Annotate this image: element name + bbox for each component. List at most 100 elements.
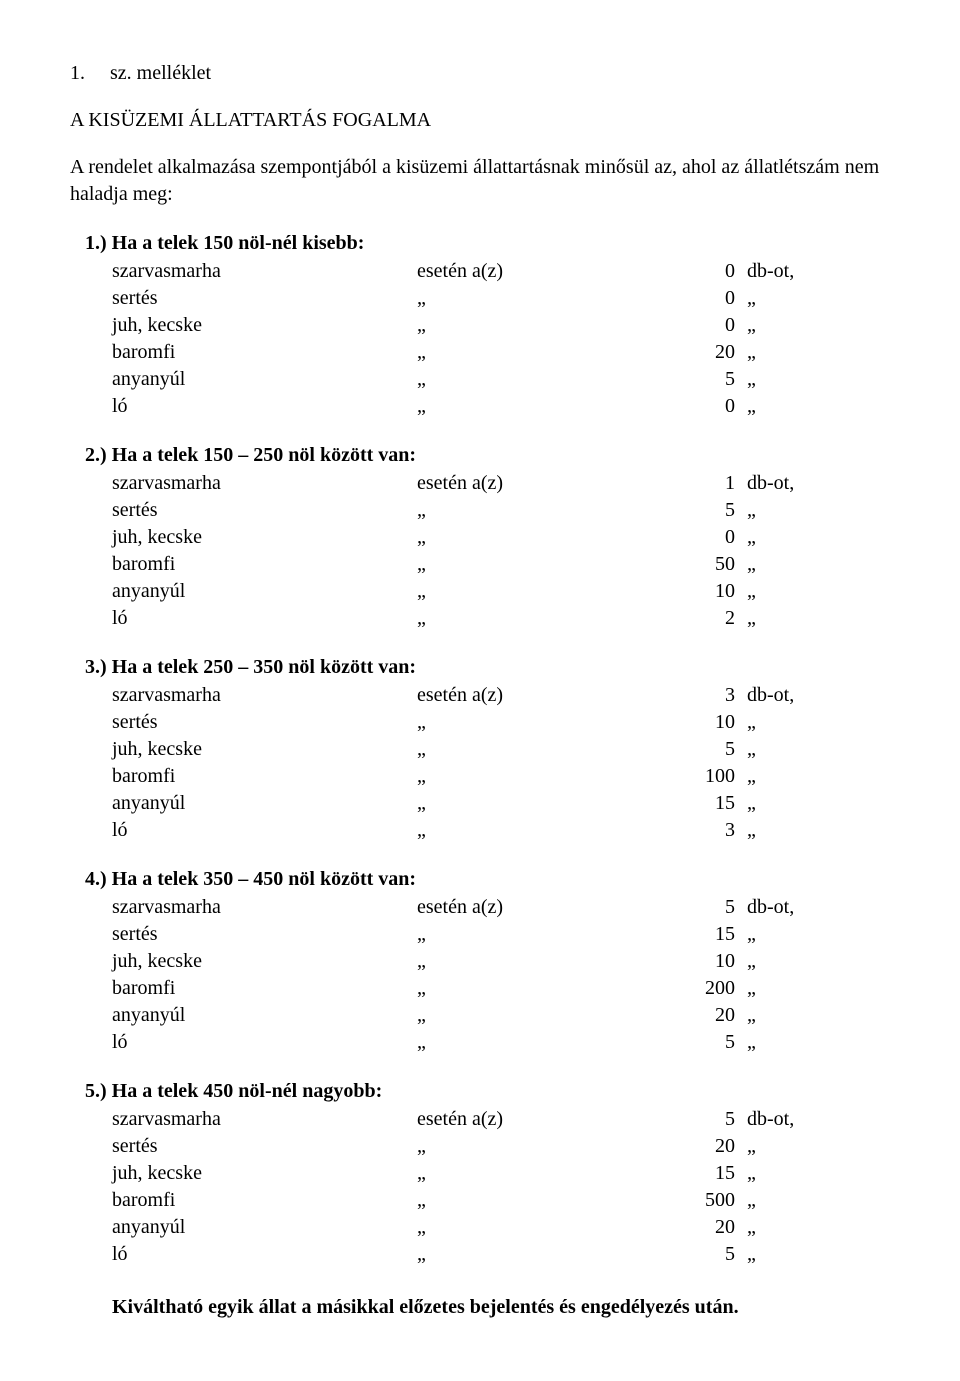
mid-label: „ <box>417 1160 567 1187</box>
unit-label: „ <box>747 1133 756 1160</box>
unit-label: „ <box>747 285 756 312</box>
footer-note: Kiváltható egyik állat a másikkal előzet… <box>70 1294 890 1321</box>
mid-label: „ <box>417 1214 567 1241</box>
animal-name: ló <box>112 1029 417 1056</box>
animal-name: anyanyúl <box>112 578 417 605</box>
mid-label: „ <box>417 975 567 1002</box>
animal-row: szarvasmarhaesetén a(z)5db-ot, <box>70 1106 890 1133</box>
animal-row: anyanyúl„20„ <box>70 1002 890 1029</box>
animal-row: ló„0„ <box>70 393 890 420</box>
animal-name: ló <box>112 605 417 632</box>
unit-label: db-ot, <box>747 1106 794 1133</box>
section-header: 2.) Ha a telek 150 – 250 nöl között van: <box>70 442 890 469</box>
mid-label: esetén a(z) <box>417 470 567 497</box>
mid-label: „ <box>417 709 567 736</box>
unit-label: „ <box>747 605 756 632</box>
animal-name: sertés <box>112 921 417 948</box>
animal-count: 0 <box>567 258 747 285</box>
animal-row: ló„2„ <box>70 605 890 632</box>
animal-name: sertés <box>112 1133 417 1160</box>
unit-label: „ <box>747 1214 756 1241</box>
animal-name: ló <box>112 817 417 844</box>
unit-label: „ <box>747 578 756 605</box>
unit-label: „ <box>747 975 756 1002</box>
unit-label: „ <box>747 393 756 420</box>
unit-label: „ <box>747 817 756 844</box>
animal-row: ló„5„ <box>70 1029 890 1056</box>
animal-name: anyanyúl <box>112 1214 417 1241</box>
attachment-header: 1. sz. melléklet <box>70 60 890 87</box>
animal-name: sertés <box>112 285 417 312</box>
mid-label: „ <box>417 921 567 948</box>
section: 3.) Ha a telek 250 – 350 nöl között van:… <box>70 654 890 844</box>
animal-name: szarvasmarha <box>112 258 417 285</box>
animal-name: baromfi <box>112 551 417 578</box>
animal-row: juh, kecske„0„ <box>70 524 890 551</box>
attachment-number: 1. <box>70 60 105 87</box>
animal-count: 5 <box>567 1029 747 1056</box>
unit-label: „ <box>747 1241 756 1268</box>
intro-paragraph: A rendelet alkalmazása szempontjából a k… <box>70 154 890 208</box>
animal-row: baromfi„500„ <box>70 1187 890 1214</box>
mid-label: „ <box>417 1187 567 1214</box>
mid-label: esetén a(z) <box>417 682 567 709</box>
animal-row: juh, kecske„15„ <box>70 1160 890 1187</box>
section-header: 3.) Ha a telek 250 – 350 nöl között van: <box>70 654 890 681</box>
animal-count: 5 <box>567 736 747 763</box>
unit-label: db-ot, <box>747 470 794 497</box>
mid-label: „ <box>417 1133 567 1160</box>
animal-row: ló„5„ <box>70 1241 890 1268</box>
animal-count: 5 <box>567 497 747 524</box>
animal-count: 0 <box>567 312 747 339</box>
animal-name: szarvasmarha <box>112 1106 417 1133</box>
animal-count: 3 <box>567 817 747 844</box>
animal-name: sertés <box>112 709 417 736</box>
mid-label: „ <box>417 339 567 366</box>
unit-label: „ <box>747 312 756 339</box>
animal-row: juh, kecske„5„ <box>70 736 890 763</box>
animal-count: 10 <box>567 948 747 975</box>
animal-count: 5 <box>567 366 747 393</box>
animal-count: 500 <box>567 1187 747 1214</box>
mid-label: „ <box>417 393 567 420</box>
animal-count: 20 <box>567 1214 747 1241</box>
animal-count: 0 <box>567 285 747 312</box>
unit-label: db-ot, <box>747 682 794 709</box>
unit-label: db-ot, <box>747 258 794 285</box>
unit-label: „ <box>747 497 756 524</box>
animal-row: szarvasmarhaesetén a(z)3db-ot, <box>70 682 890 709</box>
mid-label: „ <box>417 605 567 632</box>
animal-count: 2 <box>567 605 747 632</box>
mid-label: „ <box>417 763 567 790</box>
animal-name: baromfi <box>112 339 417 366</box>
animal-name: szarvasmarha <box>112 894 417 921</box>
mid-label: esetén a(z) <box>417 258 567 285</box>
animal-row: anyanyúl„15„ <box>70 790 890 817</box>
section: 2.) Ha a telek 150 – 250 nöl között van:… <box>70 442 890 632</box>
mid-label: „ <box>417 497 567 524</box>
animal-row: baromfi„200„ <box>70 975 890 1002</box>
animal-count: 15 <box>567 1160 747 1187</box>
unit-label: „ <box>747 339 756 366</box>
mid-label: „ <box>417 736 567 763</box>
unit-label: „ <box>747 1187 756 1214</box>
animal-count: 3 <box>567 682 747 709</box>
unit-label: „ <box>747 763 756 790</box>
animal-name: sertés <box>112 497 417 524</box>
animal-row: juh, kecske„0„ <box>70 312 890 339</box>
unit-label: „ <box>747 366 756 393</box>
animal-name: baromfi <box>112 1187 417 1214</box>
animal-name: ló <box>112 393 417 420</box>
unit-label: „ <box>747 921 756 948</box>
mid-label: esetén a(z) <box>417 1106 567 1133</box>
animal-row: szarvasmarhaesetén a(z)1db-ot, <box>70 470 890 497</box>
animal-count: 5 <box>567 894 747 921</box>
animal-row: baromfi„20„ <box>70 339 890 366</box>
animal-row: anyanyúl„5„ <box>70 366 890 393</box>
animal-name: juh, kecske <box>112 736 417 763</box>
unit-label: db-ot, <box>747 894 794 921</box>
section: 5.) Ha a telek 450 nöl-nél nagyobb:szarv… <box>70 1078 890 1268</box>
animal-count: 10 <box>567 578 747 605</box>
animal-name: juh, kecske <box>112 1160 417 1187</box>
animal-row: anyanyúl„10„ <box>70 578 890 605</box>
